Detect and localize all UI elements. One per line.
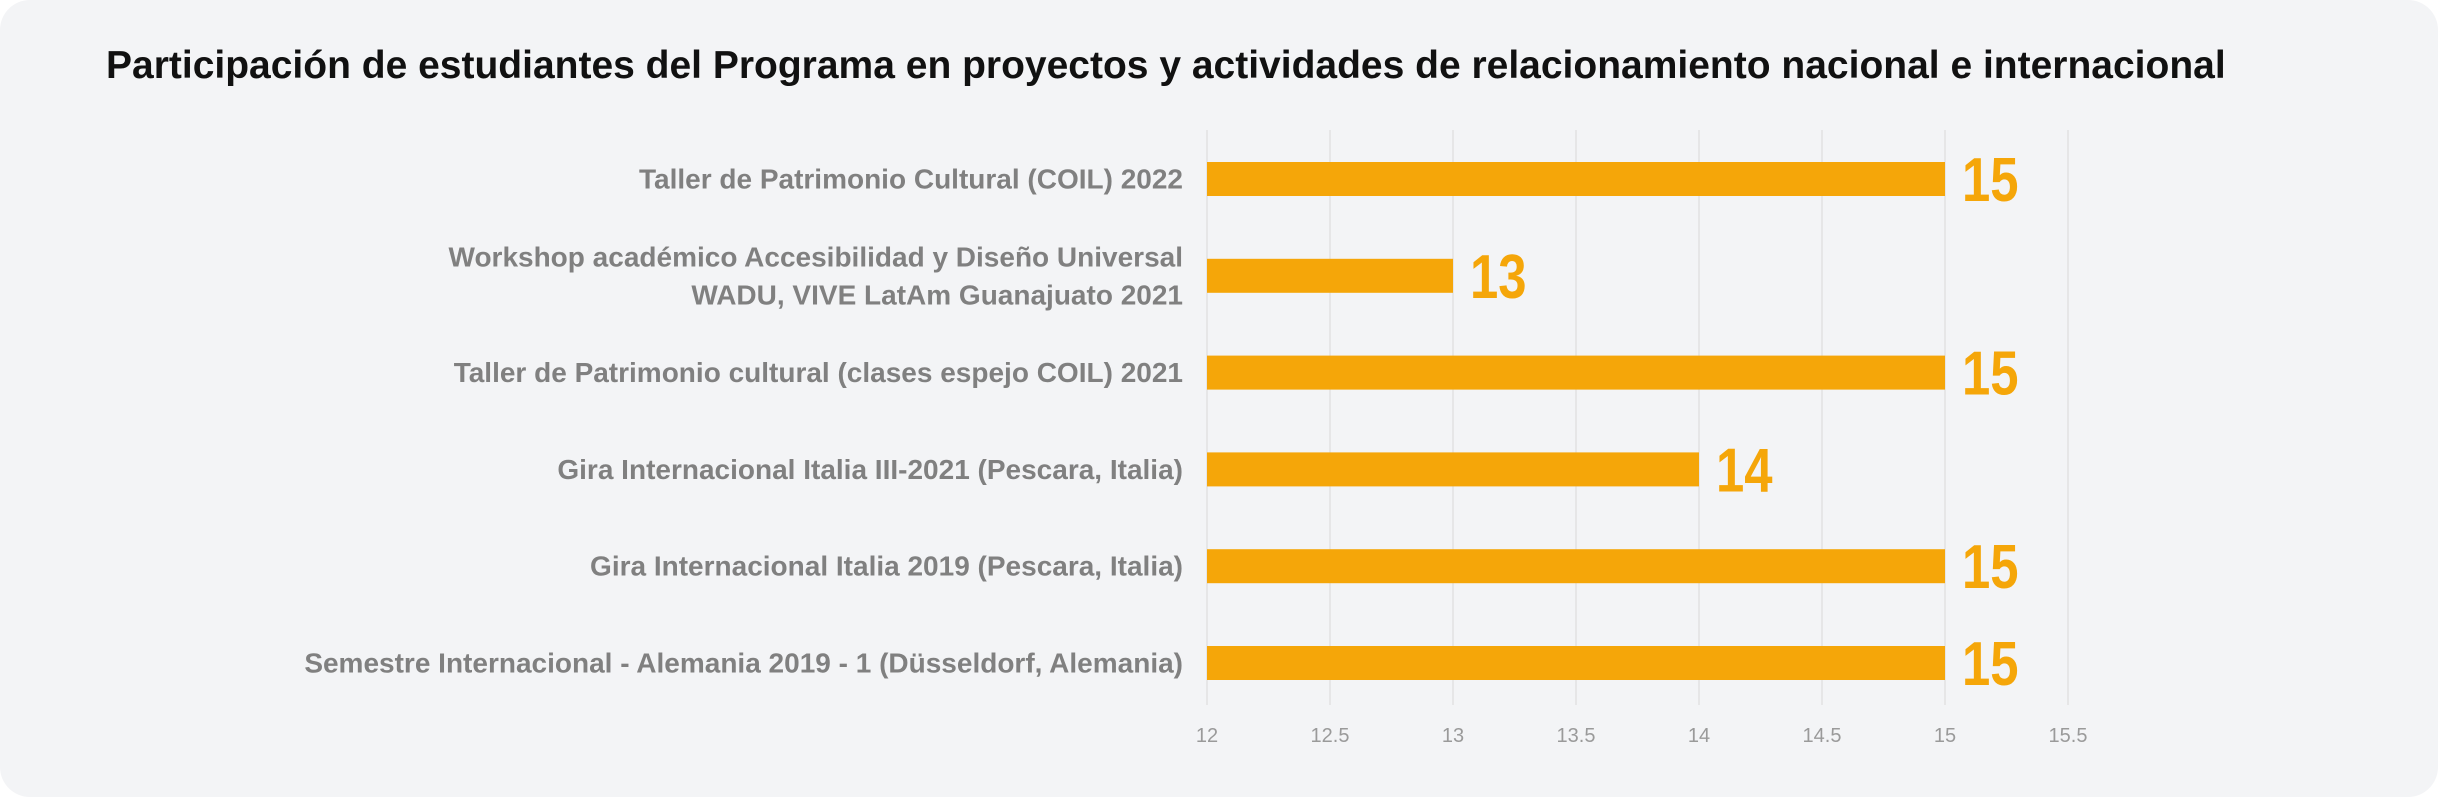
bar xyxy=(1207,162,1945,196)
value-label: 15 xyxy=(1962,534,2019,603)
x-axis-ticks: 12 12.5 13 13.5 14 14.5 15 15.5 xyxy=(1196,725,2088,747)
value-label: 14 xyxy=(1716,437,1773,506)
category-label: Gira Internacional Italia 2019 (Pescara,… xyxy=(590,551,1183,582)
bar xyxy=(1207,258,1453,293)
value-label: 15 xyxy=(1962,630,2019,699)
bar xyxy=(1207,355,1945,390)
value-label: 15 xyxy=(1962,146,2019,215)
category-label: Taller de Patrimonio Cultural (COIL) 202… xyxy=(639,164,1183,195)
value-labels: 15 13 15 14 15 15 xyxy=(1470,146,2019,699)
value-label: 13 xyxy=(1470,243,1527,312)
x-tick-label: 13.5 xyxy=(1557,725,1596,747)
bars xyxy=(1207,162,1945,680)
x-tick-label: 13 xyxy=(1442,725,1464,747)
x-tick-label: 12.5 xyxy=(1311,725,1350,747)
chart-title: Participación de estudiantes del Program… xyxy=(106,44,2226,87)
x-tick-label: 15.5 xyxy=(2049,725,2088,747)
bar xyxy=(1207,549,1945,584)
x-tick-label: 12 xyxy=(1196,725,1218,747)
bar xyxy=(1207,646,1945,680)
grid-lines xyxy=(1206,130,2069,705)
category-labels: Taller de Patrimonio Cultural (COIL) 202… xyxy=(304,164,1183,679)
category-label: Gira Internacional Italia III-2021 (Pesc… xyxy=(557,454,1183,485)
x-tick-label: 14.5 xyxy=(1803,725,1842,747)
x-tick-label: 14 xyxy=(1688,725,1710,747)
category-label: Taller de Patrimonio cultural (clases es… xyxy=(454,357,1183,388)
x-tick-label: 15 xyxy=(1934,725,1956,747)
bar xyxy=(1207,452,1699,487)
category-label: Semestre Internacional - Alemania 2019 -… xyxy=(304,648,1183,679)
value-label: 15 xyxy=(1962,340,2019,409)
category-label: Workshop académico Accesibilidad y Diseñ… xyxy=(449,241,1183,272)
category-label: WADU, VIVE LatAm Guanajuato 2021 xyxy=(691,279,1183,310)
